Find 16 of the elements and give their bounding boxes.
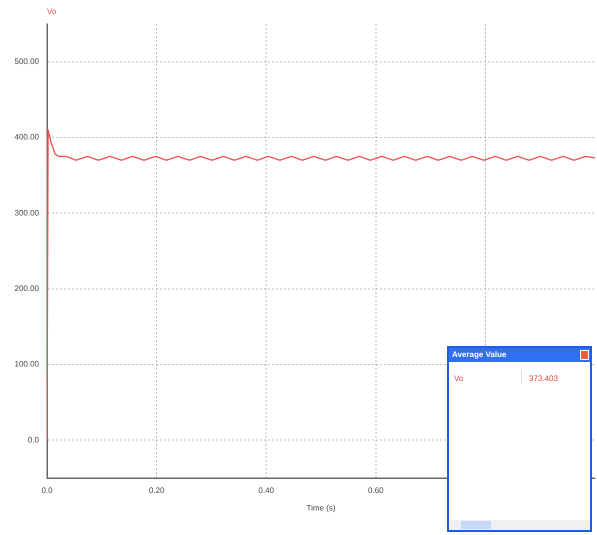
y-tick-label: 200.00 [14, 284, 40, 294]
x-axis-title: Time (s) [306, 503, 336, 512]
annotation: 373.403 [529, 374, 558, 383]
y-tick-label: 500.00 [14, 57, 40, 66]
y-tick-label: 0.0 [28, 435, 40, 444]
y-tick-label: 100.00 [14, 360, 40, 369]
y-tick-label: 400.00 [14, 132, 40, 142]
y-tick-label: 300.00 [14, 208, 40, 218]
annotation: Average Value [452, 350, 506, 359]
annotation: Vo [454, 374, 464, 383]
x-tick-label: 0.20 [148, 486, 165, 496]
x-tick-label: 0.40 [258, 486, 275, 496]
x-tick-label: 0.0 [41, 486, 54, 496]
popup-window: Average Value Vo 373.403 [447, 346, 592, 532]
x-tick-label: 0.60 [368, 486, 384, 496]
text: Vo [47, 7, 57, 16]
